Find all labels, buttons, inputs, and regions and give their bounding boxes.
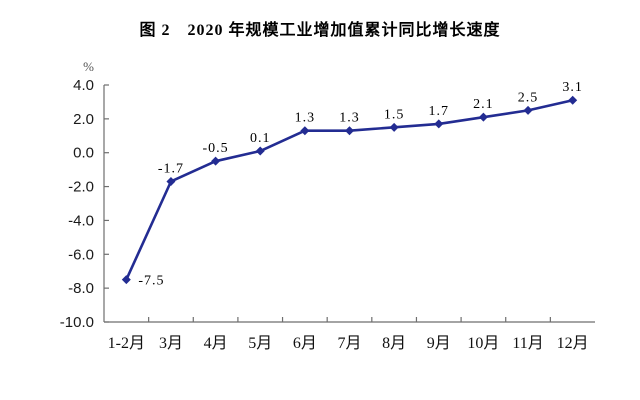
x-tick-label: 1-2月	[108, 335, 145, 352]
y-tick-label: -6.0	[68, 246, 94, 263]
x-tick-label: 11月	[512, 335, 543, 352]
data-label: 1.3	[295, 111, 316, 126]
data-point-marker	[255, 146, 265, 156]
x-tick-label: 9月	[427, 335, 451, 352]
data-label: 2.1	[473, 97, 494, 112]
data-point-marker	[568, 95, 578, 105]
x-tick-label: 3月	[159, 335, 183, 352]
y-tick-label: 2.0	[73, 111, 94, 128]
data-label: 2.5	[518, 90, 539, 105]
x-tick-label: 12月	[557, 335, 589, 352]
x-tick-label: 6月	[293, 335, 317, 352]
data-point-marker	[478, 112, 488, 122]
data-label: 1.3	[339, 111, 360, 126]
y-tick-label: -10.0	[60, 314, 94, 331]
data-label: -0.5	[203, 141, 229, 156]
data-label: 1.7	[429, 104, 450, 119]
data-label: -1.7	[158, 161, 184, 176]
data-point-marker	[121, 275, 131, 285]
x-tick-label: 10月	[467, 335, 499, 352]
x-tick-label: 7月	[337, 335, 361, 352]
y-tick-label: 0.0	[73, 145, 94, 162]
y-tick-label: -4.0	[68, 212, 94, 229]
data-label: 3.1	[562, 80, 583, 95]
x-tick-label: 5月	[248, 335, 272, 352]
y-tick-label: -2.0	[68, 179, 94, 196]
data-label: 0.1	[250, 131, 271, 146]
data-point-marker	[523, 105, 533, 115]
x-tick-label: 8月	[382, 335, 406, 352]
y-axis-unit-label: %	[83, 59, 94, 74]
y-tick-label: 4.0	[73, 77, 94, 94]
data-point-marker	[345, 126, 354, 136]
x-tick-label: 4月	[204, 335, 228, 352]
data-point-marker	[300, 126, 310, 136]
data-label: 1.5	[384, 107, 405, 122]
data-point-marker	[389, 122, 399, 132]
chart-title: 图 2 2020 年规模工业增加值累计同比增长速度	[139, 22, 501, 39]
data-label: -7.5	[138, 274, 164, 289]
data-point-marker	[211, 156, 221, 166]
y-tick-label: -8.0	[68, 280, 94, 297]
data-point-marker	[434, 119, 444, 129]
data-point-marker	[166, 176, 176, 186]
